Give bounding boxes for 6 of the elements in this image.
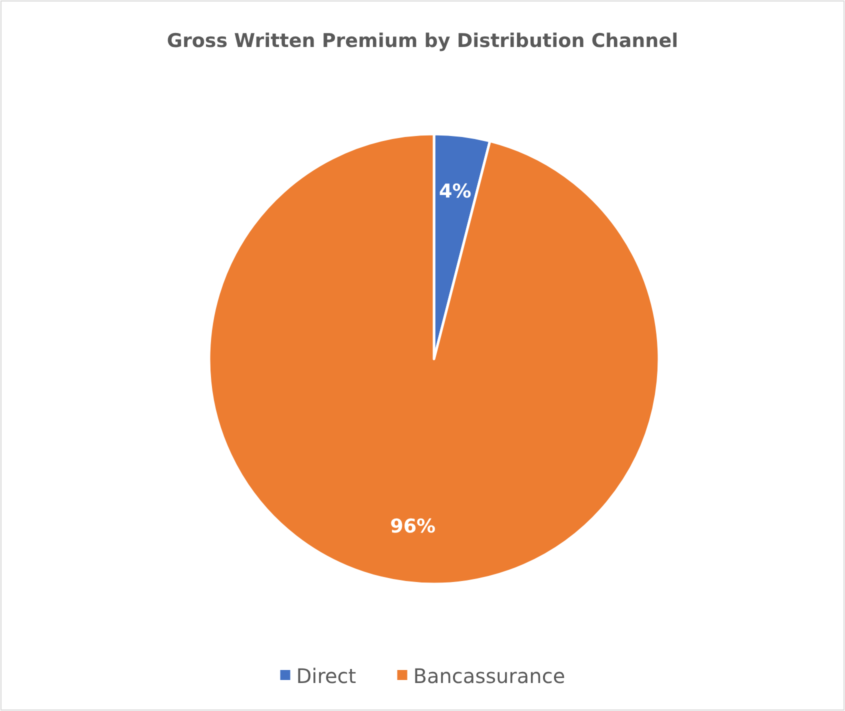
chart-title: Gross Written Premium by Distribution Channel bbox=[166, 30, 678, 52]
data-label: 4% bbox=[439, 180, 472, 203]
legend-label: Bancassurance bbox=[413, 664, 566, 688]
data-label: 96% bbox=[390, 515, 436, 538]
legend-label: Direct bbox=[296, 664, 356, 688]
pie-slice bbox=[208, 132, 660, 585]
